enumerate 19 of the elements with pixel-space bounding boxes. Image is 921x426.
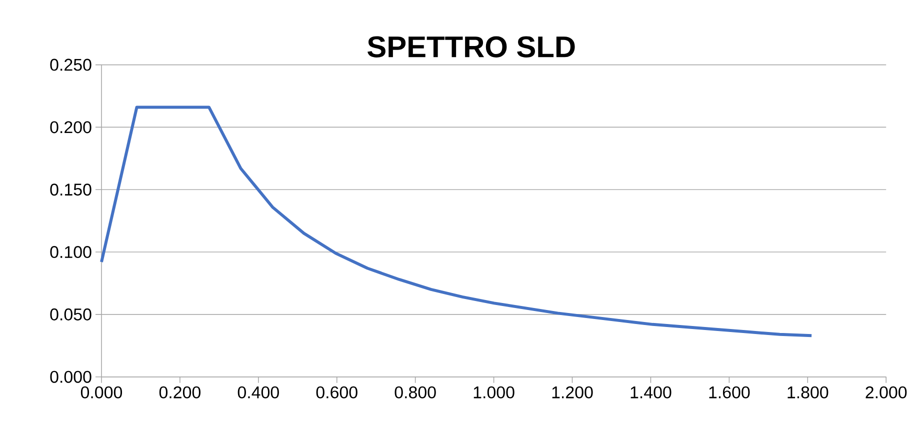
y-tick-label: 0.150 bbox=[50, 184, 92, 196]
y-tick-label: 0.250 bbox=[50, 58, 92, 71]
y-tick-label: 0.000 bbox=[50, 370, 92, 383]
x-tick-label: 1.200 bbox=[552, 386, 593, 399]
x-tick-label: 2.000 bbox=[866, 386, 907, 399]
y-tick-label: 0.100 bbox=[50, 246, 92, 258]
x-tick-label: 1.400 bbox=[630, 386, 672, 399]
y-tick-label: 0.200 bbox=[50, 121, 92, 134]
x-tick-label: 1.600 bbox=[709, 386, 750, 399]
x-tick-label: 1.800 bbox=[788, 386, 828, 399]
x-tick-label: 0.000 bbox=[80, 386, 122, 399]
x-tick-label: 0.600 bbox=[316, 386, 358, 399]
x-tick-label: 0.400 bbox=[238, 386, 279, 399]
x-tick-label: 0.800 bbox=[394, 386, 436, 399]
x-tick-label: 1.000 bbox=[474, 386, 514, 399]
chart-title: SPETTRO SLD bbox=[368, 36, 575, 58]
x-tick-label: 0.200 bbox=[159, 386, 200, 399]
y-tick-label: 0.050 bbox=[50, 308, 92, 321]
line-series bbox=[100, 106, 814, 338]
